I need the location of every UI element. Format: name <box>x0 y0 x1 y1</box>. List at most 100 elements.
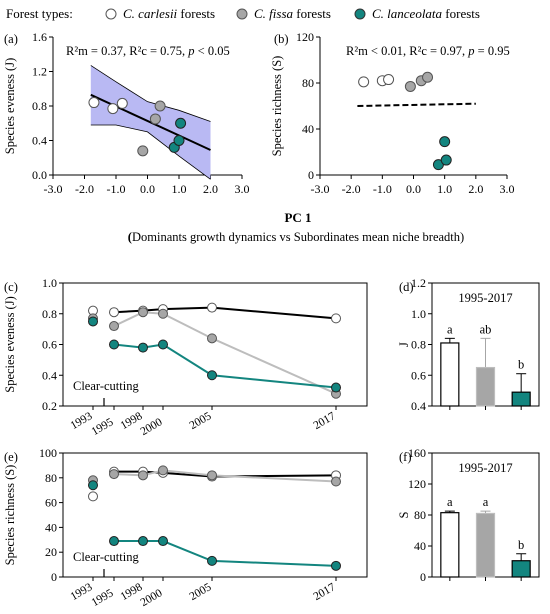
b-stat-p-symbol: p <box>467 44 474 58</box>
f-bar-fissa <box>475 512 496 578</box>
svg-text:C. lanceolata forests: C. lanceolata forests <box>372 6 480 21</box>
b-ylabel: Species richness (S) <box>270 56 284 157</box>
c-xtick-label: 2017 <box>312 410 338 432</box>
c-point-fissa <box>158 308 168 319</box>
legend-species-carlesii: C. carlesii <box>123 6 178 21</box>
f-ytick-label: 80 <box>414 508 426 522</box>
a-xtick-label: 2.0 <box>203 182 218 196</box>
b-point-lanceolata <box>440 154 452 166</box>
d-bar-carlesii <box>440 342 460 407</box>
e-ytick-label: 40 <box>45 520 57 534</box>
e-panel-label: (e) <box>4 450 18 464</box>
c-clear-cutting-label: Clear-cutting <box>73 379 139 393</box>
f-ytick-label: 40 <box>414 539 426 553</box>
legend-suffix-fissa: forests <box>293 6 331 21</box>
e-line-lanceolata <box>114 540 337 567</box>
e-point-lanceolata <box>109 536 119 547</box>
f-ylabel: S <box>397 511 411 518</box>
c-ytick-label: 0.6 <box>42 338 57 352</box>
c-point-lanceolata <box>207 370 217 381</box>
f-ytick-label: 0 <box>420 570 426 584</box>
a-xtick-label: 0.0 <box>140 182 155 196</box>
e-point-fissa <box>109 469 119 480</box>
c-line-lanceolata <box>113 343 337 389</box>
b-point-carlesii <box>383 74 395 86</box>
e-point-fissa <box>207 470 217 481</box>
f-ytick-label: 160 <box>408 446 426 460</box>
a-point-fissa <box>137 145 149 157</box>
c-ytick-label: 0.8 <box>42 307 57 321</box>
d-ytick-label: 0.8 <box>411 338 426 352</box>
a-ylabel: Species eveness (J) <box>3 58 17 155</box>
d-bar-fissa <box>475 366 496 407</box>
c-line-fissa <box>113 311 337 395</box>
a-band-lower-line <box>90 124 211 180</box>
e-ylabel: Species richness (S) <box>3 465 17 566</box>
a-band-upper-line <box>90 65 211 122</box>
f-title: 1995-2017 <box>458 461 512 475</box>
b-xtick-label: -3.0 <box>311 182 330 196</box>
b-point-carlesii <box>358 76 370 88</box>
a-point-fissa <box>154 100 166 112</box>
b-point-fissa <box>422 71 434 83</box>
d-ytick-label: 0.6 <box>411 368 426 382</box>
b-xtick-label: 0.0 <box>406 182 421 196</box>
b-fit-line <box>357 102 476 107</box>
e-point-fissa <box>158 465 168 476</box>
b-stats: R²m < 0.01, R²c = 0.97, p = 0.95 <box>346 44 510 58</box>
b-point-lanceolata <box>439 136 451 148</box>
c-point-1993-lanceolata <box>88 316 98 327</box>
legend-marker-carlesii <box>105 8 117 20</box>
e-point-lanceolata <box>138 536 148 547</box>
d-title: 1995-2017 <box>458 291 512 305</box>
e-point-fissa <box>331 476 341 487</box>
c-xtick-label: 2005 <box>188 410 214 432</box>
a-panel-label: (a) <box>4 32 18 46</box>
svg-text:(Dominants growth dynamics vs: (Dominants growth dynamics vs Subordinat… <box>128 230 464 244</box>
e-ytick-label: 80 <box>45 471 57 485</box>
c-ylabel: Species eveness (J) <box>3 296 17 393</box>
a-xtick-label: -3.0 <box>44 182 63 196</box>
b-ytick-label: 40 <box>302 122 314 136</box>
c-point-lanceolata <box>109 339 119 350</box>
e-ytick-label: 20 <box>45 545 57 559</box>
a-point-lanceolata <box>173 135 185 146</box>
f-bar-carlesii <box>440 512 460 578</box>
d-ylabel: J <box>397 342 411 347</box>
f-panel-label: (f) <box>399 450 412 464</box>
legend-title: Forest types: <box>6 6 73 21</box>
e-xtick-label: 2005 <box>188 581 214 603</box>
c-point-carlesii <box>109 307 119 318</box>
f-letter-lanceolata: b <box>518 538 524 552</box>
b-xtick-label: 3.0 <box>500 182 515 196</box>
d-ytick-label: 0.4 <box>411 399 426 413</box>
legend-suffix-lanceolata: forests <box>442 6 480 21</box>
f-letter-carlesii: a <box>447 495 453 509</box>
a-stats: R²m = 0.37, R²c = 0.75, p < 0.05 <box>66 44 230 58</box>
a-point-fissa <box>149 113 161 125</box>
c-ytick-label: 1.0 <box>42 276 57 290</box>
a-point-lanceolata <box>175 117 187 129</box>
b-xtick-label: -2.0 <box>342 182 361 196</box>
legend-species-lanceolata: C. lanceolata <box>372 6 443 21</box>
e-plot-frame <box>62 452 368 578</box>
legend-suffix-carlesii: forests <box>177 6 215 21</box>
c-ytick-label: 0.4 <box>42 368 57 382</box>
e-point-lanceolata <box>207 555 217 566</box>
c-point-fissa <box>138 307 148 318</box>
b-stat-p-value: = 0.95 <box>475 44 510 58</box>
c-point-lanceolata <box>331 382 341 393</box>
c-panel-label: (c) <box>4 280 18 294</box>
c-ytick-label: 0.2 <box>42 399 57 413</box>
a-xtick-label: 3.0 <box>235 182 250 196</box>
f-ytick-label: 120 <box>408 477 426 491</box>
a-ytick-label: 0.0 <box>32 168 47 182</box>
c-point-fissa <box>109 321 119 332</box>
c-point-lanceolata <box>138 342 148 353</box>
d-ytick-label: 1.2 <box>411 276 426 290</box>
b-stat-r2c: R²c = 0.97, <box>409 44 468 58</box>
f-bar-lanceolata <box>511 560 531 578</box>
c-point-lanceolata <box>158 339 168 350</box>
panels: -3.0 -2.0 -1.0 0.0 1.0 2.0 3.0 0.0 0.4 0.8 1.2 1.6 S… <box>3 30 540 609</box>
b-xtick-label: 2.0 <box>468 182 483 196</box>
